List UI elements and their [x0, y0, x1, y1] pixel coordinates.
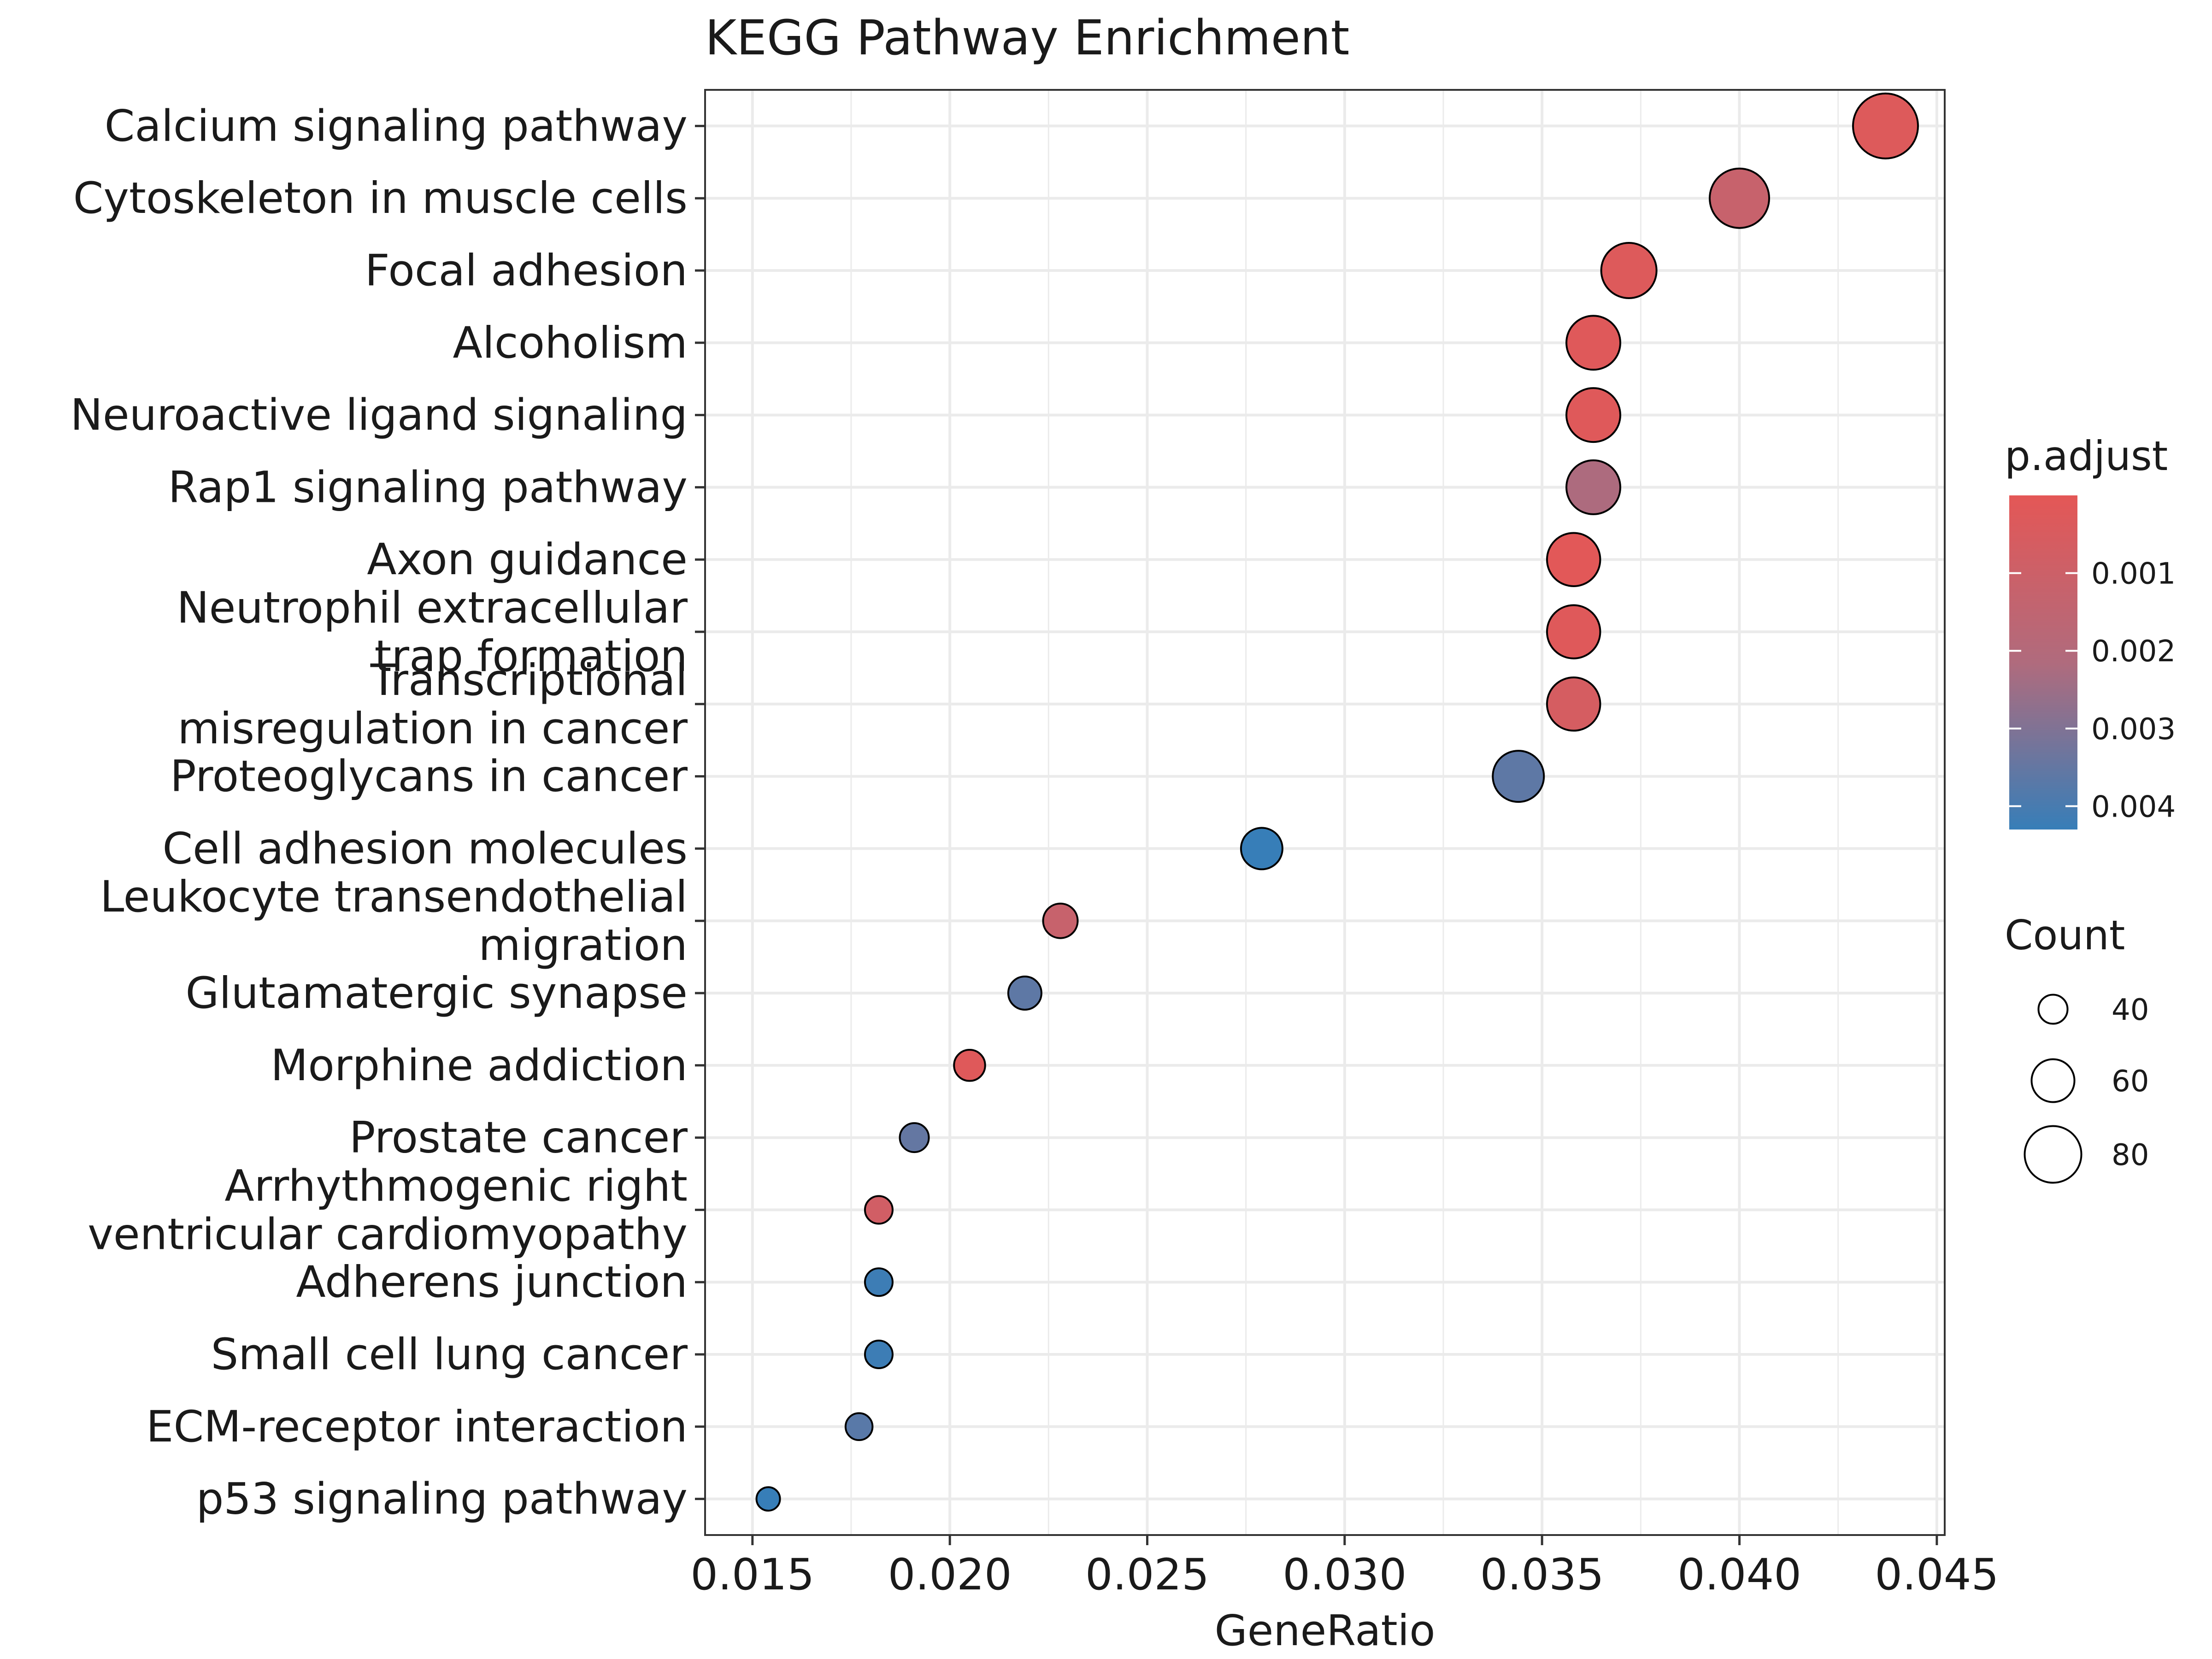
data-point [1007, 976, 1042, 1011]
y-tick-label: Glutamatergic synapse [186, 968, 688, 1018]
y-tick-label: Axon guidance [367, 535, 688, 585]
size-legend-circle [2030, 1058, 2076, 1103]
data-point [1546, 604, 1601, 659]
data-point [1042, 902, 1079, 939]
y-tick-label: p53 signaling pathway [196, 1474, 688, 1524]
y-tick-label: Cytoskeleton in muscle cells [73, 173, 688, 224]
y-tick-label: Prostate cancer [349, 1113, 688, 1163]
x-axis-title: GeneRatio [1214, 1606, 1435, 1655]
y-tick-label-line: Leukocyte transendothelial [100, 872, 688, 922]
y-tick-label: Alcoholism [453, 318, 688, 368]
color-legend-title: p.adjust [2005, 432, 2168, 480]
y-tick-label-line: Transcriptional [370, 655, 688, 706]
color-legend-label: 0.002 [2091, 635, 2176, 669]
data-point [1852, 92, 1919, 159]
chart-title: KEGG Pathway Enrichment [705, 10, 1349, 66]
y-tick-label: Neuroactive ligand signaling [71, 390, 688, 441]
size-legend-label: 80 [2112, 1138, 2149, 1172]
data-points [755, 92, 1919, 1512]
data-point [864, 1267, 894, 1297]
size-legend-title: Count [2005, 912, 2125, 959]
data-point [844, 1412, 874, 1441]
color-legend: p.adjust 0.001 0.002 0.003 0.004 [2005, 432, 2176, 830]
data-point [1492, 750, 1545, 803]
color-legend-label: 0.003 [2091, 712, 2176, 747]
color-legend-label: 0.004 [2091, 790, 2176, 824]
y-tick-label: Calcium signaling pathway [105, 101, 688, 151]
color-legend-ticks: 0.001 0.002 0.003 0.004 [2009, 557, 2176, 824]
y-tick-label: Focal adhesion [365, 246, 688, 296]
x-tick-label: 0.045 [1875, 1550, 1999, 1600]
x-tick-label: 0.040 [1677, 1550, 1801, 1600]
y-tick-label: Neutrophil extracellular trap formation [176, 583, 688, 682]
x-tick-label: 0.015 [690, 1550, 814, 1600]
y-tick-label: Cell adhesion molecules [162, 824, 688, 874]
y-tick-label-line: migration [478, 920, 688, 971]
size-legend-circle [2024, 1125, 2083, 1184]
size-legend-label: 60 [2112, 1065, 2149, 1099]
y-tick-label-line: ventricular cardiomyopathy [88, 1209, 688, 1259]
color-legend-bar [2009, 495, 2077, 830]
data-point [953, 1049, 986, 1082]
x-tick-label: 0.025 [1085, 1550, 1209, 1600]
y-tick-label: Rap1 signaling pathway [168, 462, 688, 512]
y-tick-label: Proteoglycans in cancer [170, 752, 688, 802]
y-tick-label: ECM-receptor interaction [146, 1402, 688, 1452]
data-point [1709, 167, 1771, 229]
y-tick-label-line: Arrhythmogenic right [224, 1161, 688, 1211]
y-tick-label-line: Neutrophil extracellular [176, 583, 688, 633]
color-legend-label: 0.001 [2091, 557, 2176, 591]
data-point [755, 1486, 781, 1512]
y-tick-label: Adherens junction [296, 1257, 688, 1307]
data-point [864, 1340, 894, 1369]
x-tick-label: 0.020 [888, 1550, 1012, 1600]
y-tick-label: Morphine addiction [271, 1041, 688, 1091]
data-point [1565, 315, 1622, 371]
y-tick-label-line: trap formation [375, 631, 688, 682]
y-tick-label: Leukocyte transendothelial migration [100, 872, 688, 971]
data-point [1240, 827, 1283, 871]
size-legend-circle [2037, 994, 2069, 1025]
size-legend-items: 40 60 80 [2024, 993, 2149, 1184]
size-legend: Count 40 60 80 [2005, 912, 2149, 1184]
y-tick-label: Transcriptional misregulation in cancer [177, 655, 688, 754]
data-point [1546, 677, 1601, 732]
data-point [899, 1122, 930, 1153]
data-point [864, 1195, 894, 1225]
y-tick-label-line: misregulation in cancer [177, 704, 688, 754]
data-point [1600, 242, 1658, 299]
size-legend-label: 40 [2112, 993, 2149, 1027]
x-tick-label: 0.030 [1282, 1550, 1406, 1600]
x-axis: 0.015 0.020 0.025 0.030 0.035 0.040 0.045 [690, 1535, 1999, 1600]
y-axis: Calcium signaling pathway Cytoskeleton in… [71, 101, 705, 1524]
grid-lines [705, 90, 1945, 1535]
panel-border [704, 89, 1946, 1536]
y-tick-label: Arrhythmogenic right ventricular cardiomy… [88, 1161, 688, 1259]
data-point [1546, 532, 1601, 587]
y-tick-label: Small cell lung cancer [211, 1330, 688, 1380]
data-point [1565, 387, 1622, 443]
data-point [1565, 459, 1622, 515]
x-tick-label: 0.035 [1480, 1550, 1604, 1600]
